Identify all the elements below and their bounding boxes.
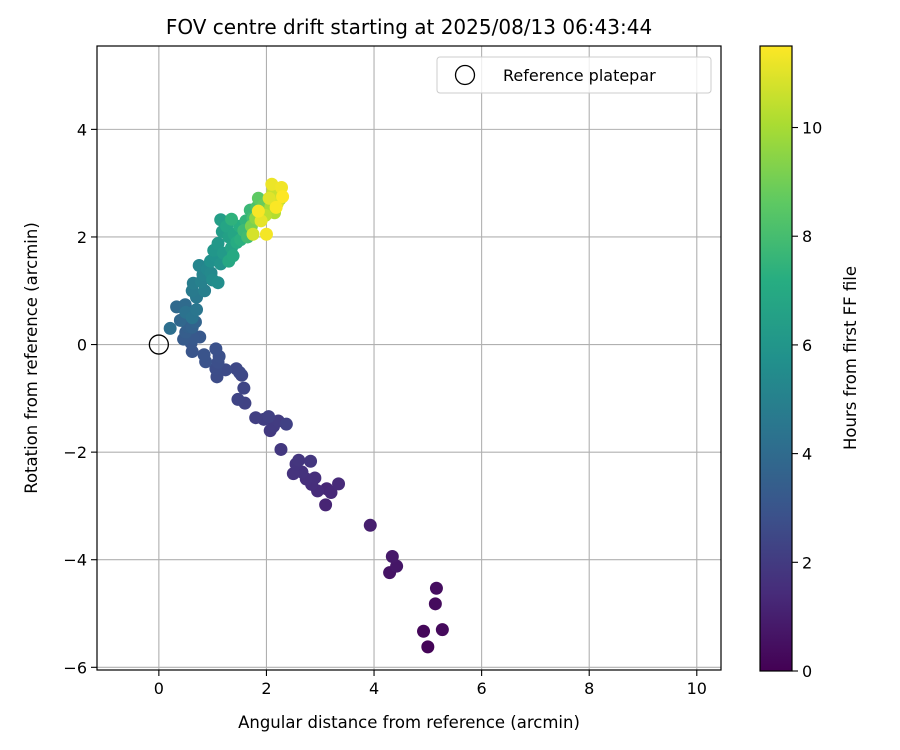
data-point xyxy=(231,392,245,406)
data-points xyxy=(163,177,449,654)
data-point xyxy=(211,236,225,250)
y-tick-label: −6 xyxy=(63,658,87,677)
grid xyxy=(97,46,721,670)
plot-frame xyxy=(96,45,722,671)
colorbar-ticks: 0 2 4 6 8 10 xyxy=(792,119,822,681)
data-point xyxy=(435,623,449,637)
data-point xyxy=(226,249,240,263)
data-point xyxy=(163,321,177,335)
data-point xyxy=(279,417,293,431)
data-point xyxy=(319,498,333,512)
data-point xyxy=(274,442,288,456)
data-point xyxy=(224,212,238,226)
data-point xyxy=(276,190,290,204)
x-axis-label: Angular distance from reference (arcmin) xyxy=(238,713,580,732)
data-point xyxy=(251,204,265,218)
y-tick-label: −2 xyxy=(63,443,87,462)
colorbar: 0 2 4 6 8 10 Hours from first FF file xyxy=(759,45,860,681)
data-point xyxy=(363,518,377,532)
data-point xyxy=(262,410,276,424)
data-point xyxy=(249,411,263,425)
chart-title: FOV centre drift starting at 2025/08/13 … xyxy=(166,15,652,39)
x-tick-label: 2 xyxy=(261,679,271,698)
colorbar-tick-label: 2 xyxy=(802,553,812,572)
x-tick-label: 6 xyxy=(477,679,487,698)
colorbar-tick-label: 10 xyxy=(802,119,822,138)
colorbar-tick-label: 4 xyxy=(802,445,812,464)
data-point xyxy=(209,342,223,356)
legend-marker-icon xyxy=(454,64,476,86)
colorbar-tick-label: 8 xyxy=(802,227,812,246)
data-point xyxy=(429,581,443,595)
data-point xyxy=(269,200,283,214)
data-point xyxy=(304,454,318,468)
data-point xyxy=(237,381,251,395)
colorbar-tick-label: 6 xyxy=(802,336,812,355)
x-axis-ticks: 0 2 4 6 8 10 xyxy=(154,670,707,698)
data-point xyxy=(233,366,247,380)
x-tick-label: 0 xyxy=(154,679,164,698)
colorbar-label: Hours from first FF file xyxy=(841,266,860,450)
y-axis-label: Rotation from reference (arcmin) xyxy=(22,222,41,494)
data-point xyxy=(211,276,225,290)
reference-platepar-marker xyxy=(148,334,170,355)
data-point xyxy=(385,549,399,563)
colorbar-tick-label: 0 xyxy=(802,662,812,681)
legend-box xyxy=(436,56,712,94)
data-point xyxy=(259,227,273,241)
data-point xyxy=(428,597,442,611)
data-point xyxy=(390,559,404,573)
y-axis-ticks: −6 −4 −2 0 2 4 xyxy=(63,120,97,677)
colorbar-gradient xyxy=(759,45,793,672)
y-tick-label: 0 xyxy=(77,336,87,355)
data-point xyxy=(324,485,338,499)
legend: Reference platepar xyxy=(436,56,712,94)
x-tick-label: 10 xyxy=(687,679,707,698)
data-point xyxy=(190,303,204,317)
data-point xyxy=(262,191,276,205)
data-point xyxy=(332,477,346,491)
x-tick-label: 4 xyxy=(369,679,379,698)
y-tick-label: 2 xyxy=(77,228,87,247)
data-point xyxy=(197,348,211,362)
x-tick-label: 8 xyxy=(584,679,594,698)
data-point xyxy=(421,640,435,654)
y-tick-label: 4 xyxy=(77,120,87,139)
data-point xyxy=(246,227,260,241)
y-tick-label: −4 xyxy=(63,551,87,570)
data-point xyxy=(417,624,431,638)
data-point xyxy=(292,453,306,467)
legend-entry-reference: Reference platepar xyxy=(503,66,656,85)
